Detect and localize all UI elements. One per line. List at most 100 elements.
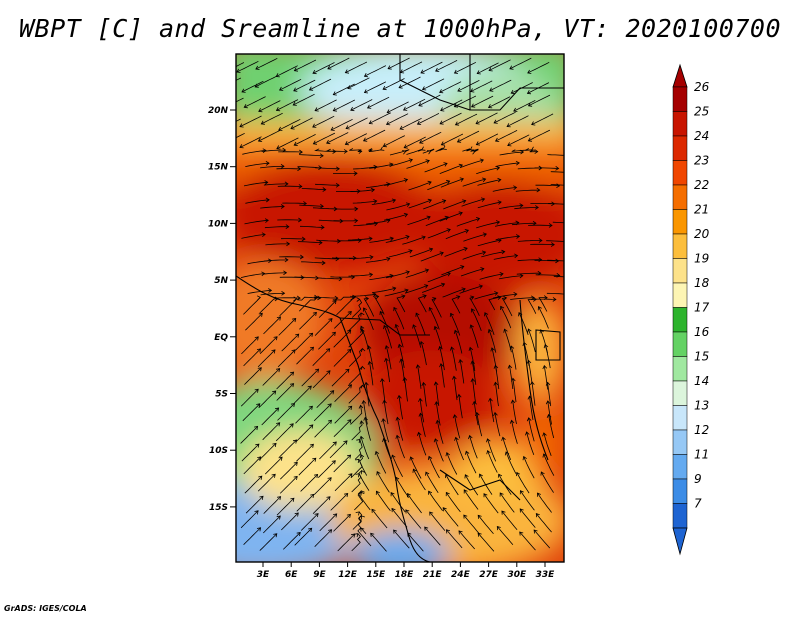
streamline-arrow <box>384 357 389 362</box>
streamline <box>494 412 501 437</box>
streamline <box>498 205 523 209</box>
streamline <box>417 295 427 313</box>
streamline <box>445 474 459 496</box>
streamline-arrow <box>307 385 312 390</box>
streamline-arrow <box>347 348 352 354</box>
streamline <box>244 219 269 225</box>
streamline-arrow <box>421 86 427 91</box>
streamline <box>413 469 426 491</box>
streamline <box>489 398 495 423</box>
streamline <box>385 271 410 279</box>
streamline-arrow <box>481 250 487 256</box>
streamline-arrow <box>452 414 458 419</box>
streamline <box>295 406 313 424</box>
streamline-arrow <box>567 240 570 244</box>
streamline-arrow <box>276 515 281 520</box>
streamline-arrow <box>239 123 244 128</box>
streamline <box>427 229 451 239</box>
streamline <box>451 347 457 371</box>
streamline <box>333 99 355 112</box>
lat-label: 15S <box>209 503 228 513</box>
streamline-arrow <box>328 529 333 534</box>
streamline-arrow <box>320 224 325 230</box>
streamline <box>350 405 363 425</box>
streamline <box>495 130 518 142</box>
streamline <box>314 99 337 112</box>
streamline-arrow <box>354 533 359 538</box>
streamline-arrow <box>427 455 433 461</box>
streamline <box>239 115 262 128</box>
streamline-arrow <box>223 70 227 74</box>
streamline-arrow <box>381 418 386 423</box>
streamline <box>312 62 335 74</box>
streamline <box>313 132 336 145</box>
streamline <box>477 532 495 552</box>
streamline <box>398 76 421 89</box>
streamline <box>404 285 428 294</box>
streamline <box>509 57 532 70</box>
streamline-arrow <box>258 312 263 317</box>
streamline <box>333 419 352 437</box>
streamline-arrow <box>454 436 459 441</box>
streamline-arrow <box>433 381 439 386</box>
streamline <box>516 272 541 275</box>
streamline-arrow <box>568 259 571 263</box>
streamline-arrow <box>298 184 303 189</box>
streamline-arrow <box>438 345 443 351</box>
streamline-arrow <box>464 229 469 234</box>
streamline <box>550 184 564 186</box>
streamline-arrow <box>435 419 441 424</box>
streamline-arrow <box>360 328 365 333</box>
colorbar-swatch <box>672 135 688 161</box>
streamline-arrow <box>371 508 376 513</box>
streamline <box>407 216 431 226</box>
streamline <box>473 401 479 426</box>
streamline <box>460 159 484 168</box>
streamline-arrow <box>428 247 434 253</box>
streamline <box>435 60 458 72</box>
streamline <box>236 60 259 73</box>
streamline <box>387 101 409 113</box>
colorbar-swatch <box>672 331 688 357</box>
streamline-arrow <box>312 140 318 145</box>
streamline <box>275 423 294 442</box>
streamline-arrow <box>526 90 532 95</box>
streamline-arrow <box>312 123 317 128</box>
streamline <box>434 438 444 462</box>
streamline <box>445 229 469 240</box>
streamline <box>297 241 323 244</box>
streamline-arrow <box>380 146 385 151</box>
streamline-arrow <box>504 451 510 456</box>
streamline <box>283 532 301 550</box>
lat-label: 5N <box>214 276 228 286</box>
streamline-arrow <box>314 473 319 479</box>
streamline-arrow <box>402 106 408 111</box>
streamline-arrow <box>439 251 444 256</box>
streamline-arrow <box>422 294 427 299</box>
streamline <box>312 115 335 128</box>
streamline-arrow <box>386 109 391 114</box>
streamline <box>381 378 386 403</box>
streamline-arrow <box>445 491 450 497</box>
streamline <box>511 420 518 444</box>
streamline <box>470 80 493 92</box>
streamline <box>375 451 387 474</box>
streamline-arrow <box>516 234 521 239</box>
streamline <box>314 420 332 438</box>
streamline-arrow <box>290 383 295 388</box>
streamline <box>241 443 260 462</box>
streamline <box>446 452 458 475</box>
streamline-arrow <box>506 123 511 128</box>
streamline <box>441 266 464 276</box>
streamline <box>314 318 333 336</box>
streamline-arrow <box>360 527 365 532</box>
streamline-arrow <box>290 497 295 502</box>
streamline-arrow <box>404 288 409 294</box>
streamline <box>263 515 281 534</box>
streamline-arrow <box>317 295 322 301</box>
streamline <box>243 456 261 475</box>
streamline <box>510 297 535 300</box>
streamline <box>470 324 479 348</box>
streamline <box>512 400 517 424</box>
streamline-arrow <box>531 121 536 126</box>
